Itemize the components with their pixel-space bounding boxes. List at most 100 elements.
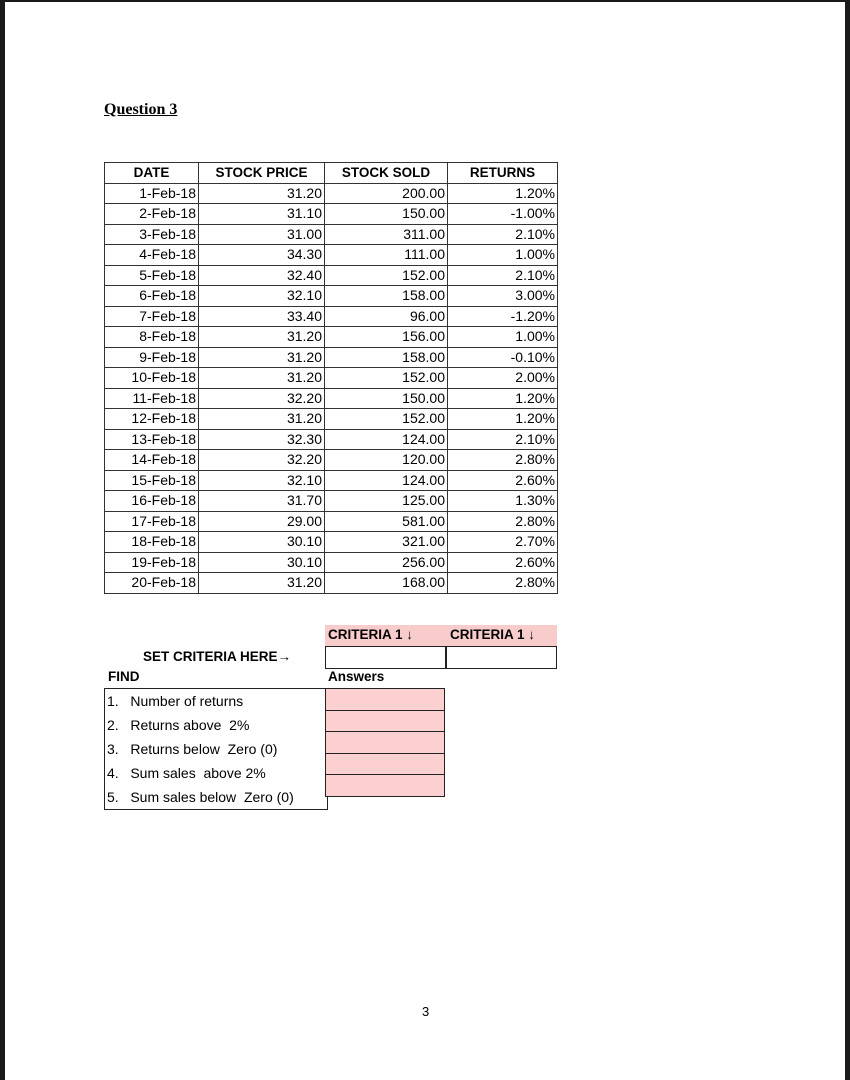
find-item: 4. Sum sales above 2% — [107, 765, 266, 781]
column-header: STOCK SOLD — [324, 162, 448, 184]
answers-label: Answers — [328, 669, 385, 684]
sold-cell: 150.00 — [324, 203, 448, 225]
answer-cell[interactable] — [325, 752, 445, 776]
date-cell: 1-Feb-18 — [104, 182, 199, 204]
stock-data-table: DATE STOCK PRICE STOCK SOLD RETURNS 1-Fe… — [104, 162, 558, 594]
sold-cell: 124.00 — [324, 428, 448, 450]
price-cell: 31.00 — [198, 223, 325, 245]
criteria-header: CRITERIA 1 ↓ CRITERIA 1 ↓ — [325, 625, 557, 646]
table-row: 17-Feb-18 29.00 581.00 2.80% — [104, 510, 558, 532]
table-row: 15-Feb-18 32.10 124.00 2.60% — [104, 469, 558, 491]
price-cell: 31.20 — [198, 408, 325, 430]
returns-cell: 2.60% — [447, 469, 558, 491]
date-cell: 5-Feb-18 — [104, 264, 199, 286]
answer-cell[interactable] — [325, 731, 445, 754]
table-row: 1-Feb-18 31.20 200.00 1.20% — [104, 182, 558, 204]
returns-cell: -1.20% — [447, 305, 558, 327]
date-cell: 12-Feb-18 — [104, 408, 199, 430]
date-cell: 17-Feb-18 — [104, 510, 199, 532]
sold-cell: 311.00 — [324, 223, 448, 245]
returns-cell: 2.80% — [447, 449, 558, 471]
price-cell: 34.30 — [198, 244, 325, 266]
table-row: 9-Feb-18 31.20 158.00 -0.10% — [104, 346, 558, 368]
returns-cell: -0.10% — [447, 346, 558, 368]
returns-cell: 2.10% — [447, 428, 558, 450]
returns-cell: 1.30% — [447, 490, 558, 512]
price-cell: 31.20 — [198, 367, 325, 389]
price-cell: 32.10 — [198, 469, 325, 491]
returns-cell: 3.00% — [447, 285, 558, 307]
date-cell: 2-Feb-18 — [104, 203, 199, 225]
table-row: 6-Feb-18 32.10 158.00 3.00% — [104, 285, 558, 307]
answer-cell[interactable] — [325, 688, 445, 711]
sold-cell: 158.00 — [324, 285, 448, 307]
answers-column — [325, 688, 445, 797]
date-cell: 18-Feb-18 — [104, 531, 199, 553]
table-row: 19-Feb-18 30.10 256.00 2.60% — [104, 551, 558, 573]
date-cell: 20-Feb-18 — [104, 572, 199, 594]
criteria-2-header: CRITERIA 1 ↓ — [450, 627, 536, 642]
sold-cell: 152.00 — [324, 264, 448, 286]
date-cell: 3-Feb-18 — [104, 223, 199, 245]
table-row: 7-Feb-18 33.40 96.00 -1.20% — [104, 305, 558, 327]
returns-cell: 1.20% — [447, 408, 558, 430]
sold-cell: 125.00 — [324, 490, 448, 512]
find-list: 1. Number of returns 2. Returns above 2%… — [104, 688, 328, 810]
find-item: 5. Sum sales below Zero (0) — [107, 789, 294, 805]
question-title: Question 3 — [104, 101, 178, 118]
sold-cell: 152.00 — [324, 367, 448, 389]
document-page: Question 3 DATE STOCK PRICE STOCK SOLD R… — [5, 2, 845, 1080]
price-cell: 32.10 — [198, 285, 325, 307]
find-item: 2. Returns above 2% — [107, 717, 250, 733]
price-cell: 30.10 — [198, 531, 325, 553]
price-cell: 29.00 — [198, 510, 325, 532]
table-row: 10-Feb-18 31.20 152.00 2.00% — [104, 367, 558, 389]
find-label: FIND — [108, 669, 140, 684]
sold-cell: 256.00 — [324, 551, 448, 573]
price-cell: 31.20 — [198, 326, 325, 348]
price-cell: 31.20 — [198, 346, 325, 368]
column-header: DATE — [104, 162, 199, 184]
date-cell: 4-Feb-18 — [104, 244, 199, 266]
price-cell: 31.70 — [198, 490, 325, 512]
table-row: 16-Feb-18 31.70 125.00 1.30% — [104, 490, 558, 512]
column-header: RETURNS — [447, 162, 558, 184]
date-cell: 10-Feb-18 — [104, 367, 199, 389]
returns-cell: 2.10% — [447, 264, 558, 286]
returns-cell: 2.00% — [447, 367, 558, 389]
sold-cell: 120.00 — [324, 449, 448, 471]
table-row: 14-Feb-18 32.20 120.00 2.80% — [104, 449, 558, 471]
date-cell: 7-Feb-18 — [104, 305, 199, 327]
returns-cell: 1.00% — [447, 326, 558, 348]
date-cell: 13-Feb-18 — [104, 428, 199, 450]
date-cell: 6-Feb-18 — [104, 285, 199, 307]
table-row: 8-Feb-18 31.20 156.00 1.00% — [104, 326, 558, 348]
price-cell: 30.10 — [198, 551, 325, 573]
price-cell: 32.40 — [198, 264, 325, 286]
returns-cell: 2.80% — [447, 510, 558, 532]
returns-cell: 1.00% — [447, 244, 558, 266]
answer-cell[interactable] — [325, 774, 445, 797]
sold-cell: 168.00 — [324, 572, 448, 594]
sold-cell: 581.00 — [324, 510, 448, 532]
criteria-2-input[interactable] — [446, 646, 557, 669]
date-cell: 9-Feb-18 — [104, 346, 199, 368]
sold-cell: 96.00 — [324, 305, 448, 327]
date-cell: 19-Feb-18 — [104, 551, 199, 573]
sold-cell: 158.00 — [324, 346, 448, 368]
sold-cell: 200.00 — [324, 182, 448, 204]
date-cell: 8-Feb-18 — [104, 326, 199, 348]
table-row: 5-Feb-18 32.40 152.00 2.10% — [104, 264, 558, 286]
price-cell: 32.20 — [198, 387, 325, 409]
date-cell: 15-Feb-18 — [104, 469, 199, 491]
returns-cell: 2.10% — [447, 223, 558, 245]
price-cell: 31.10 — [198, 203, 325, 225]
price-cell: 31.20 — [198, 182, 325, 204]
returns-cell: 2.70% — [447, 531, 558, 553]
returns-cell: -1.00% — [447, 203, 558, 225]
table-row: 3-Feb-18 31.00 311.00 2.10% — [104, 223, 558, 245]
criteria-1-input[interactable] — [325, 646, 446, 669]
table-row: 18-Feb-18 30.10 321.00 2.70% — [104, 531, 558, 553]
answer-cell[interactable] — [325, 709, 445, 733]
page-number: 3 — [422, 1004, 430, 1019]
